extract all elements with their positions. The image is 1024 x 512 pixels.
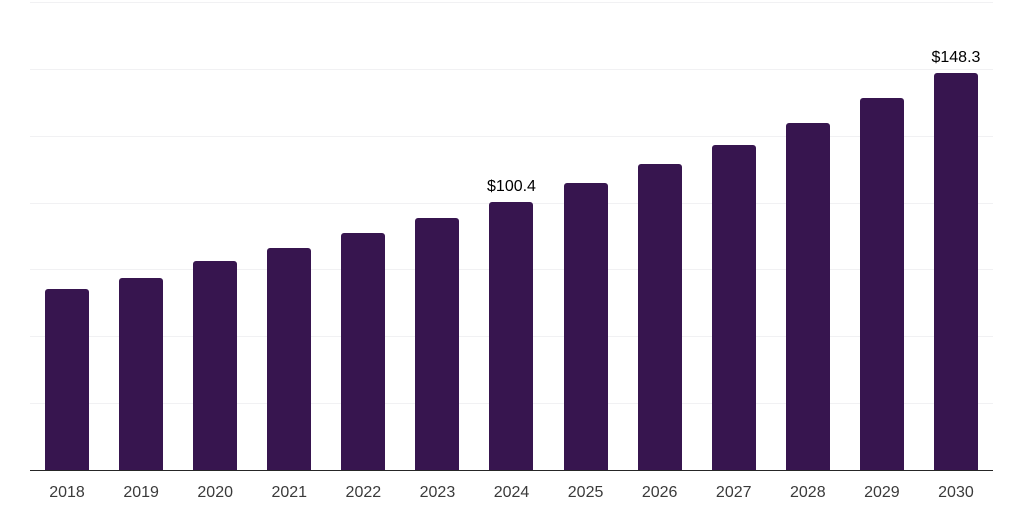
x-tick-label-2029: 2029 <box>864 484 900 501</box>
bar-value-label-2024: $100.4 <box>487 177 536 195</box>
bar-2025 <box>563 183 608 470</box>
bar-2026 <box>637 164 682 470</box>
x-tick-label-2024: 2024 <box>493 484 530 501</box>
bar-2027 <box>711 144 756 470</box>
bar-slot <box>326 2 400 470</box>
x-tick-label-2027: 2027 <box>715 484 752 501</box>
bar-2030 <box>933 73 978 470</box>
bar-slot <box>549 2 623 470</box>
bar-slot <box>252 2 326 470</box>
bar-slot <box>697 2 771 470</box>
bar-slot: $100.4 <box>474 2 548 470</box>
bar-slot <box>104 2 178 470</box>
bar-slot <box>30 2 104 470</box>
bar-slot <box>400 2 474 470</box>
bar-2023 <box>415 217 460 470</box>
x-tick-label-2023: 2023 <box>419 484 456 501</box>
bar-slot <box>845 2 919 470</box>
bar-2028 <box>785 122 830 470</box>
bar-2024 <box>489 201 534 470</box>
bar-2021 <box>267 248 312 470</box>
x-tick-label-2028: 2028 <box>790 484 826 501</box>
x-tick-label-2020: 2020 <box>197 484 233 501</box>
bar-slot <box>623 2 697 470</box>
bar-slot <box>771 2 845 470</box>
gridline <box>30 135 993 137</box>
x-tick-label-2025: 2025 <box>567 484 604 501</box>
bar-value-label-2030: $148.3 <box>931 49 981 67</box>
bar-slot <box>178 2 252 470</box>
gridline <box>30 2 993 3</box>
bar-2020 <box>193 260 238 470</box>
x-tick-label-2022: 2022 <box>345 484 382 501</box>
x-axis-tick-labels: 2018 2019 2020 2021 2022 2023 2024 2025 2026 2027… <box>30 484 993 504</box>
x-tick-label-2018: 2018 <box>49 484 85 501</box>
bar-2029 <box>859 98 904 470</box>
x-tick-label-2019: 2019 <box>123 484 159 501</box>
bar-2019 <box>119 277 164 470</box>
plot-area: $100.4 $148.3 <box>30 2 993 471</box>
bar-slot: $148.3 <box>919 2 993 470</box>
x-axis-line <box>30 469 993 471</box>
x-tick-label-2021: 2021 <box>271 484 308 501</box>
x-tick-label-2030: 2030 <box>938 484 974 501</box>
gridline <box>30 68 993 70</box>
x-tick-label-2026: 2026 <box>641 484 678 501</box>
bar-2018 <box>45 289 90 470</box>
bar-2022 <box>341 233 386 470</box>
